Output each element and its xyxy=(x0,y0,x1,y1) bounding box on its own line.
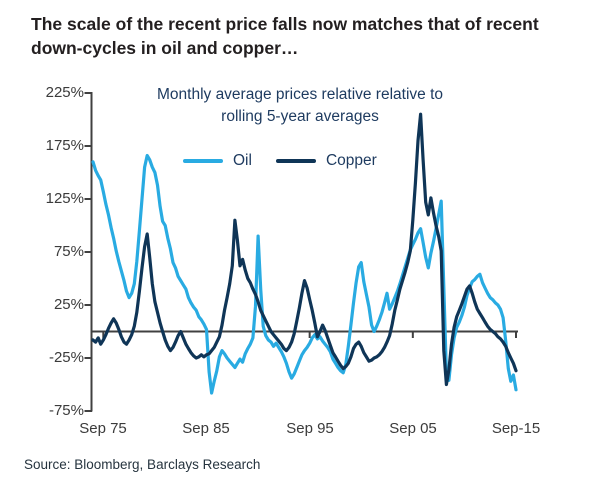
x-tick-label-sep75: Sep 75 xyxy=(79,420,127,437)
figure-title: The scale of the recent price falls now … xyxy=(31,14,539,58)
y-tick-label-125: 125% xyxy=(45,190,84,207)
y-tick-label-225: 225% xyxy=(45,84,84,101)
oil-legend-swatch xyxy=(183,159,223,163)
x-tick-label-sep95: Sep 95 xyxy=(286,420,334,437)
source-note: Source: Bloomberg, Barclays Research xyxy=(24,457,261,472)
x-tick-label-sep05: Sep 05 xyxy=(389,420,437,437)
copper-line xyxy=(91,112,518,387)
x-tick-label-sep15: Sep-15 xyxy=(491,420,541,437)
y-tick-label-175: 175% xyxy=(45,137,84,154)
copper-legend-label: Copper xyxy=(325,152,377,169)
chart-subtitle: Monthly average prices relative relative… xyxy=(95,84,505,128)
chart-subtitle-line2: rolling 5-year averages xyxy=(221,108,379,125)
y-tick-label-25: 25% xyxy=(53,296,84,313)
oil-legend-label: Oil xyxy=(233,152,252,169)
oil-line xyxy=(91,153,518,395)
y-tick-label-neg75: -75% xyxy=(48,402,84,419)
y-tick-label-neg25: -25% xyxy=(48,349,84,366)
y-axis-ticks xyxy=(84,92,92,412)
x-tick-label-sep85: Sep 85 xyxy=(182,420,230,437)
legend: Oil Copper xyxy=(183,151,377,171)
y-tick-label-75: 75% xyxy=(53,243,84,260)
copper-legend-swatch xyxy=(275,159,316,163)
chart-subtitle-line1: Monthly average prices relative relative… xyxy=(156,86,444,103)
